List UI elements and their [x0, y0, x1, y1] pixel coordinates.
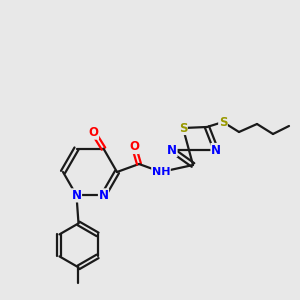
- Text: S: S: [179, 122, 187, 134]
- Text: NH: NH: [152, 167, 170, 177]
- Text: S: S: [219, 116, 227, 128]
- Text: O: O: [129, 140, 139, 154]
- Text: N: N: [211, 143, 221, 157]
- Text: N: N: [98, 189, 109, 202]
- Text: N: N: [71, 189, 82, 202]
- Text: N: N: [167, 143, 177, 157]
- Text: O: O: [88, 126, 98, 139]
